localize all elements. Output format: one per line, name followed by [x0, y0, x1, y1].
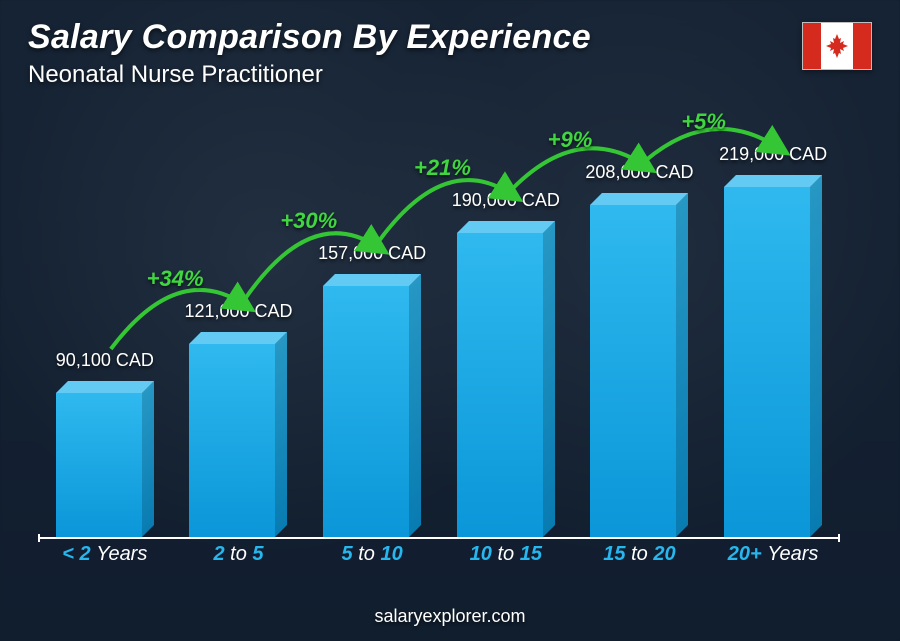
- bar-value-label: 121,000 CAD: [184, 301, 292, 322]
- bar-value-label: 190,000 CAD: [452, 190, 560, 211]
- maple-leaf-icon: [826, 34, 848, 58]
- x-axis-label: 15 to 20: [579, 543, 699, 579]
- flag-canada: [802, 22, 872, 70]
- footer-source: salaryexplorer.com: [0, 606, 900, 627]
- x-axis-line: [38, 537, 840, 539]
- bar: [590, 205, 688, 537]
- growth-pct-label: +5%: [681, 109, 726, 135]
- bar-slot: 121,000 CAD: [178, 344, 298, 537]
- bar-slot: 208,000 CAD: [579, 205, 699, 537]
- page-subtitle: Neonatal Nurse Practitioner: [28, 61, 872, 89]
- bar-value-label: 157,000 CAD: [318, 243, 426, 264]
- page-title: Salary Comparison By Experience: [28, 18, 872, 57]
- growth-pct-label: +30%: [280, 208, 337, 234]
- growth-pct-label: +9%: [548, 127, 593, 153]
- x-axis-label: 20+ Years: [713, 543, 833, 579]
- bar: [457, 233, 555, 537]
- x-axis-label: 10 to 15: [446, 543, 566, 579]
- bar: [724, 187, 822, 537]
- bar-value-label: 208,000 CAD: [585, 162, 693, 183]
- bar: [56, 393, 154, 537]
- header: Salary Comparison By Experience Neonatal…: [28, 18, 872, 89]
- growth-pct-label: +34%: [147, 266, 204, 292]
- bar-value-label: 219,000 CAD: [719, 144, 827, 165]
- bar-slot: 90,100 CAD: [45, 393, 165, 537]
- growth-pct-label: +21%: [414, 155, 471, 181]
- x-axis-label: < 2 Years: [45, 543, 165, 579]
- x-axis-label: 2 to 5: [178, 543, 298, 579]
- bar: [323, 286, 421, 537]
- bar-value-label: 90,100 CAD: [56, 350, 154, 371]
- bar-slot: 190,000 CAD: [446, 233, 566, 537]
- bar-slot: 219,000 CAD: [713, 187, 833, 537]
- bar: [189, 344, 287, 537]
- x-axis-label: 5 to 10: [312, 543, 432, 579]
- bar-slot: 157,000 CAD: [312, 286, 432, 537]
